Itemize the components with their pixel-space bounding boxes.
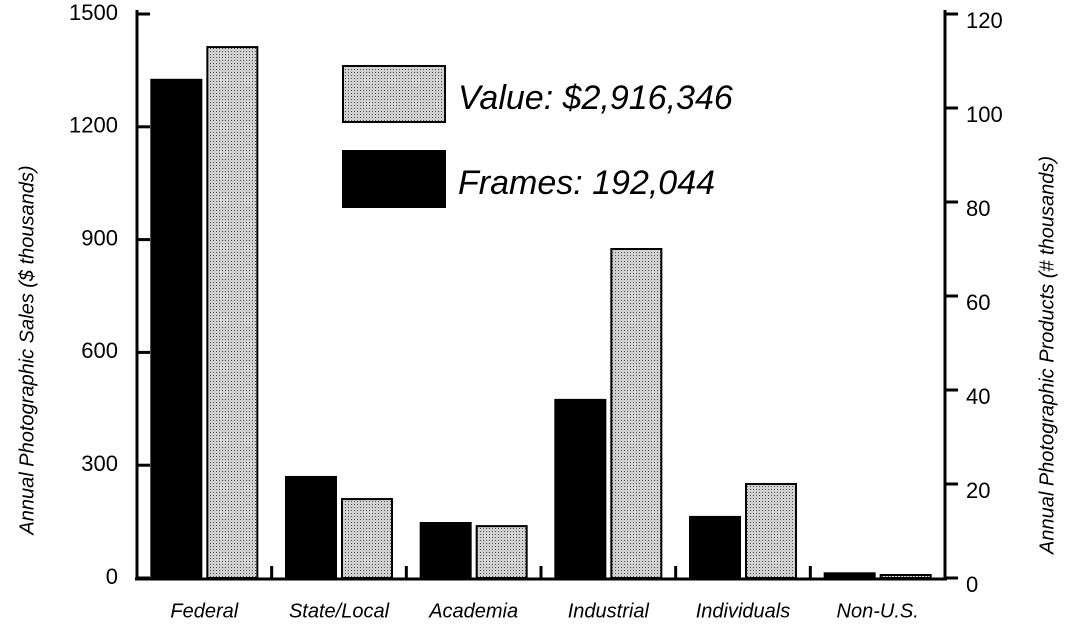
y2-tick-label: 40 xyxy=(966,384,990,409)
bar xyxy=(150,78,203,580)
legend-label: Value: $2,916,346 xyxy=(458,79,733,117)
y2-tick-label: 0 xyxy=(966,572,978,597)
x-tick-label: Non-U.S. xyxy=(837,600,919,622)
y2-tick-label: 120 xyxy=(966,8,1003,33)
bar xyxy=(554,398,607,579)
y-axis-label: Annual Photographic Sales ($ thousands) xyxy=(16,165,38,535)
y2-tick-label: 20 xyxy=(966,478,990,503)
x-tick-label: Industrial xyxy=(568,600,650,622)
x-tick-label: Individuals xyxy=(696,600,791,622)
bar xyxy=(341,498,393,580)
y-tick-label: 900 xyxy=(81,225,118,250)
legend-label: Frames: 192,044 xyxy=(458,164,715,202)
legend-swatch xyxy=(342,65,446,123)
bar xyxy=(610,248,663,579)
bar xyxy=(419,522,472,580)
y-tick-label: 1500 xyxy=(69,0,118,25)
bar xyxy=(285,475,337,580)
bar xyxy=(689,515,741,580)
x-tick-label: Federal xyxy=(170,600,238,622)
y2-axis-label: Annual Photographic Products (# thousand… xyxy=(1036,156,1058,555)
y-tick-label: 600 xyxy=(81,338,118,363)
y-tick-label: 1200 xyxy=(69,113,118,138)
bar xyxy=(206,46,259,579)
bar xyxy=(823,572,876,579)
x-tick-label: Academia xyxy=(428,600,518,622)
bar xyxy=(879,573,932,580)
y2-tick-label: 80 xyxy=(966,196,990,221)
bar xyxy=(745,483,797,579)
legend-swatch xyxy=(342,150,446,208)
y-tick-label: 300 xyxy=(81,451,118,476)
x-tick-label: State/Local xyxy=(289,600,390,622)
bar xyxy=(475,525,528,579)
y2-tick-label: 100 xyxy=(966,102,1003,127)
y-tick-label: 0 xyxy=(106,564,118,589)
y2-tick-label: 60 xyxy=(966,290,990,315)
